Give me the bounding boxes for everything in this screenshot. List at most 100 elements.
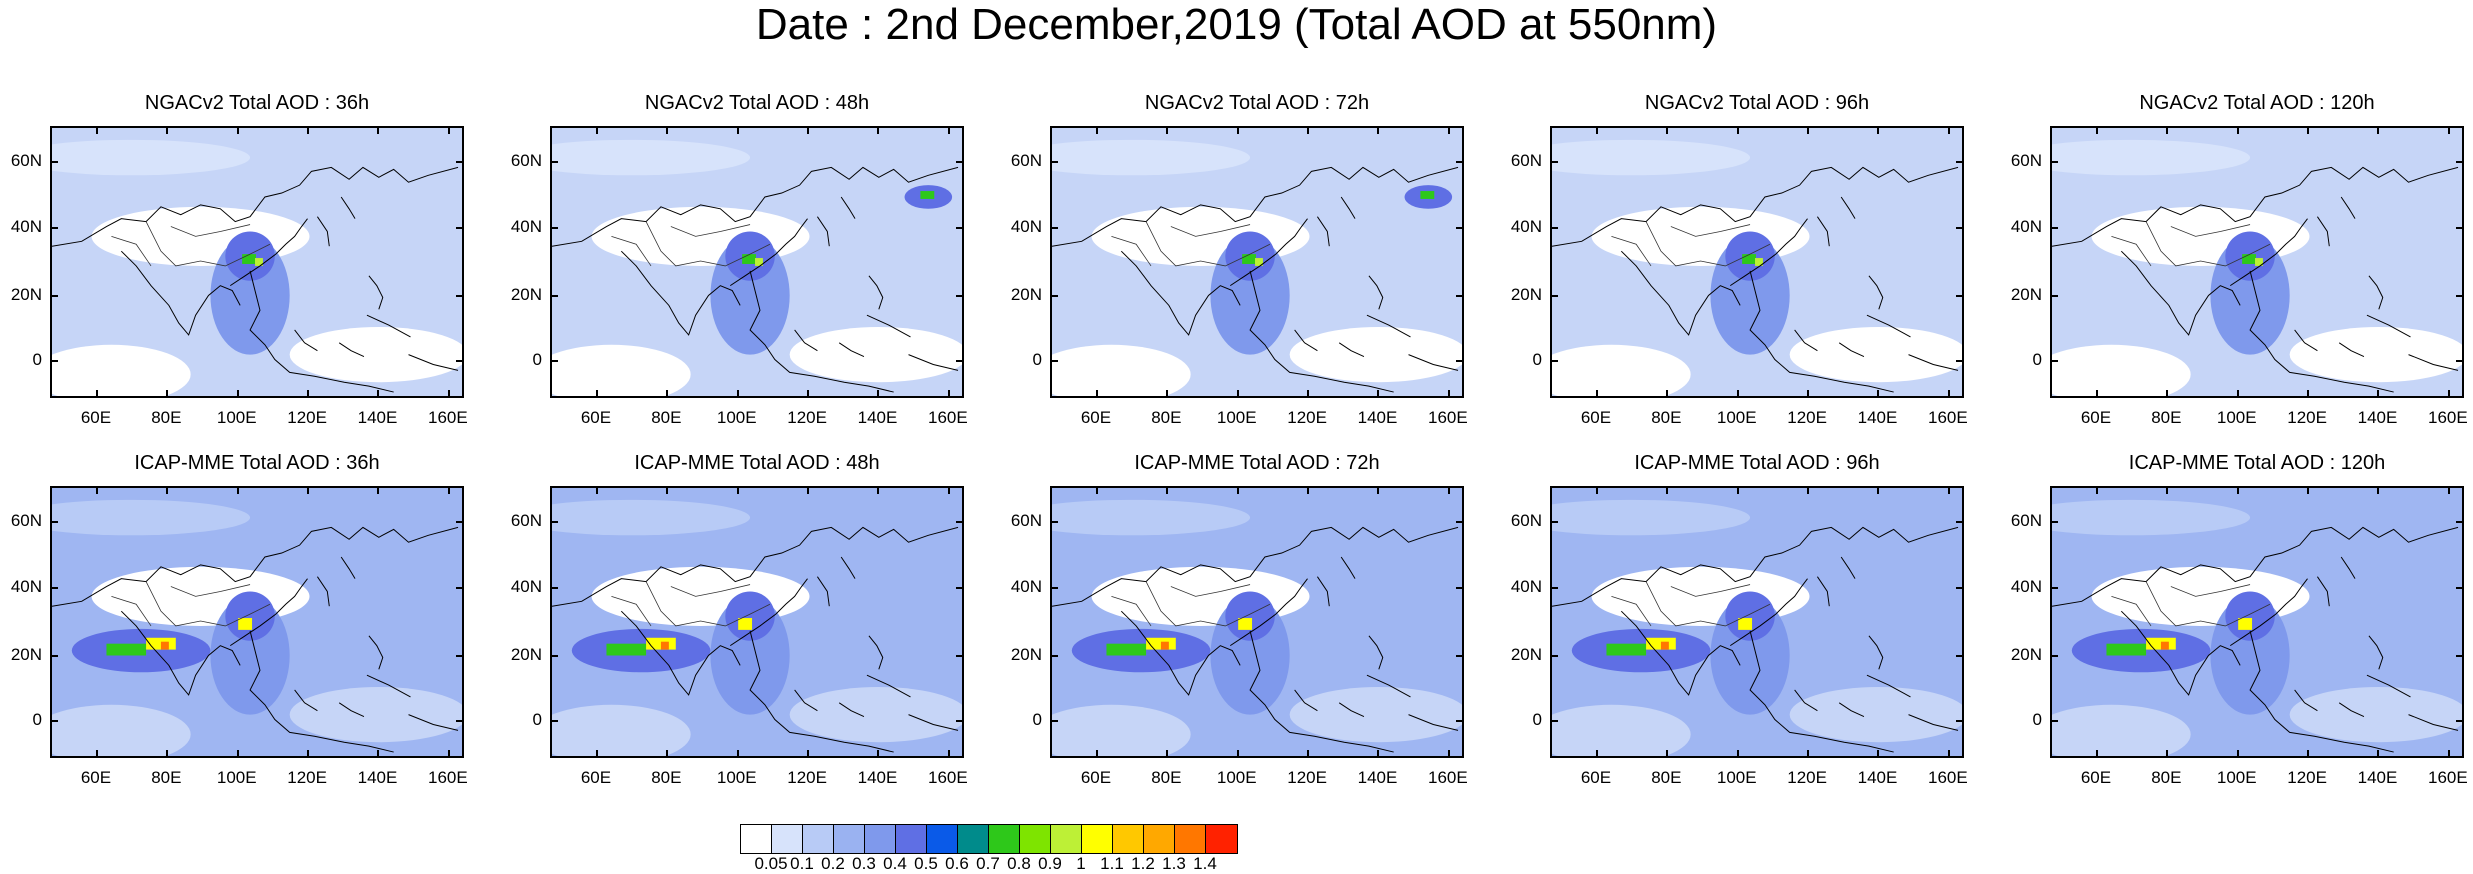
lat-tick-label: 60N [510, 511, 542, 531]
lon-tick-label: 160E [428, 768, 468, 787]
aod-field [2052, 488, 2462, 756]
lon-tick-mark [2377, 126, 2380, 134]
lat-tick-mark [2456, 359, 2464, 362]
aod-plume [2225, 591, 2275, 641]
lon-tick-mark [2447, 750, 2450, 758]
lon-tick-mark [807, 486, 810, 494]
coastline [2052, 526, 2459, 753]
ngac-aod-map [1050, 126, 1464, 398]
lon-tick-label: 80E [2151, 408, 2182, 427]
lon-tick-mark [877, 750, 880, 758]
lat-tick-mark [1050, 226, 1058, 229]
lat-tick-label: 60N [10, 511, 42, 531]
lon-tick-mark [95, 750, 98, 758]
lat-tick-label: 20N [1010, 644, 1042, 664]
colorbar-swatch [1175, 825, 1206, 853]
lon-tick-mark [2307, 126, 2310, 134]
lon-tick-label: 140E [2357, 768, 2398, 787]
lon-tick-mark [2236, 750, 2239, 758]
lon-tick-mark [736, 390, 739, 398]
lon-tick-mark [1447, 750, 1450, 758]
lon-tick-label: 100E [216, 768, 257, 787]
lon-tick-label: 140E [357, 408, 398, 427]
lon-tick-label: 160E [428, 408, 468, 427]
icap-aod-map [2050, 486, 2464, 758]
lon-tick-label: 80E [1651, 408, 1682, 427]
lat-tick-label: 0 [2032, 349, 2042, 369]
ngac-aod-map [1550, 126, 1964, 398]
aod-band [52, 139, 251, 176]
lon-tick-mark [1236, 126, 1239, 134]
lon-tick-mark [307, 390, 310, 398]
lon-tick-mark [1736, 750, 1739, 758]
coastline [1052, 526, 1459, 753]
high-aod-cell [160, 641, 169, 650]
lat-tick-mark [456, 294, 464, 297]
lon-tick-label: 160E [1928, 408, 1968, 427]
lon-tick-label: 60E [1080, 408, 1112, 427]
lat-tick-label: 0 [1032, 709, 1042, 729]
lat-tick-mark [956, 521, 964, 524]
lon-tick-mark [307, 486, 310, 494]
lon-tick-mark [1166, 126, 1169, 134]
lon-tick-label: 120E [1787, 408, 1827, 427]
colorbar-label: 0.4 [883, 854, 907, 873]
lon-tick-label: 80E [151, 768, 182, 787]
lon-tick-label: 160E [2428, 768, 2468, 787]
colorbar-swatch [1113, 825, 1144, 853]
lon-tick-label: 80E [651, 768, 682, 787]
lon-tick-mark [1666, 750, 1669, 758]
low-aod-region [789, 327, 962, 383]
lon-tick-label: 120E [287, 768, 327, 787]
lat-tick-mark [456, 719, 464, 722]
aod-band [1052, 139, 1251, 176]
lon-tick-mark [736, 126, 739, 134]
colorbar-swatch [1144, 825, 1175, 853]
aod-plume [725, 591, 775, 641]
lon-tick-label: 60E [2080, 768, 2112, 787]
lon-tick-label: 60E [2080, 408, 2112, 427]
high-aod-cell [255, 258, 263, 266]
lon-tick-mark [2377, 486, 2380, 494]
high-aod-cell [1160, 641, 1169, 650]
lon-tick-mark [807, 750, 810, 758]
lon-tick-mark [447, 126, 450, 134]
lat-tick-label: 0 [1532, 349, 1542, 369]
lon-tick-mark [2447, 486, 2450, 494]
lon-tick-mark [736, 486, 739, 494]
lon-tick-mark [2447, 126, 2450, 134]
lat-tick-label: 20N [1510, 644, 1542, 664]
coastline [52, 166, 459, 393]
lat-tick-label: 40N [2010, 576, 2042, 596]
lat-tick-label: 20N [10, 644, 42, 664]
lon-tick-mark [95, 486, 98, 494]
lat-tick-mark [1456, 226, 1464, 229]
coastline [552, 526, 959, 753]
aod-band [552, 139, 751, 176]
colorbar-label: 1.4 [1193, 854, 1217, 873]
lon-tick-mark [2307, 750, 2310, 758]
lat-tick-label: 60N [1510, 151, 1542, 171]
lat-tick-mark [1956, 294, 1964, 297]
lat-tick-mark [956, 586, 964, 589]
lon-tick-mark [1307, 750, 1310, 758]
lat-tick-label: 60N [510, 151, 542, 171]
lon-tick-label: 100E [216, 408, 257, 427]
high-aod-cell [1238, 618, 1253, 630]
lon-tick-mark [1807, 126, 1810, 134]
lat-tick-mark [2456, 654, 2464, 657]
lon-tick-mark [1807, 390, 1810, 398]
lat-tick-mark [2050, 359, 2058, 362]
high-aod-cell [606, 643, 647, 656]
lat-tick-mark [1956, 226, 1964, 229]
lon-tick-label: 100E [1216, 408, 1257, 427]
lon-tick-mark [236, 126, 239, 134]
lat-tick-mark [1956, 521, 1964, 524]
high-aod-cell [1106, 643, 1147, 656]
lat-tick-mark [1550, 359, 1558, 362]
lon-tick-mark [2095, 486, 2098, 494]
lat-tick-mark [1050, 719, 1058, 722]
lon-tick-label: 80E [1151, 768, 1182, 787]
lat-tick-mark [550, 226, 558, 229]
lat-tick-label: 40N [1010, 576, 1042, 596]
